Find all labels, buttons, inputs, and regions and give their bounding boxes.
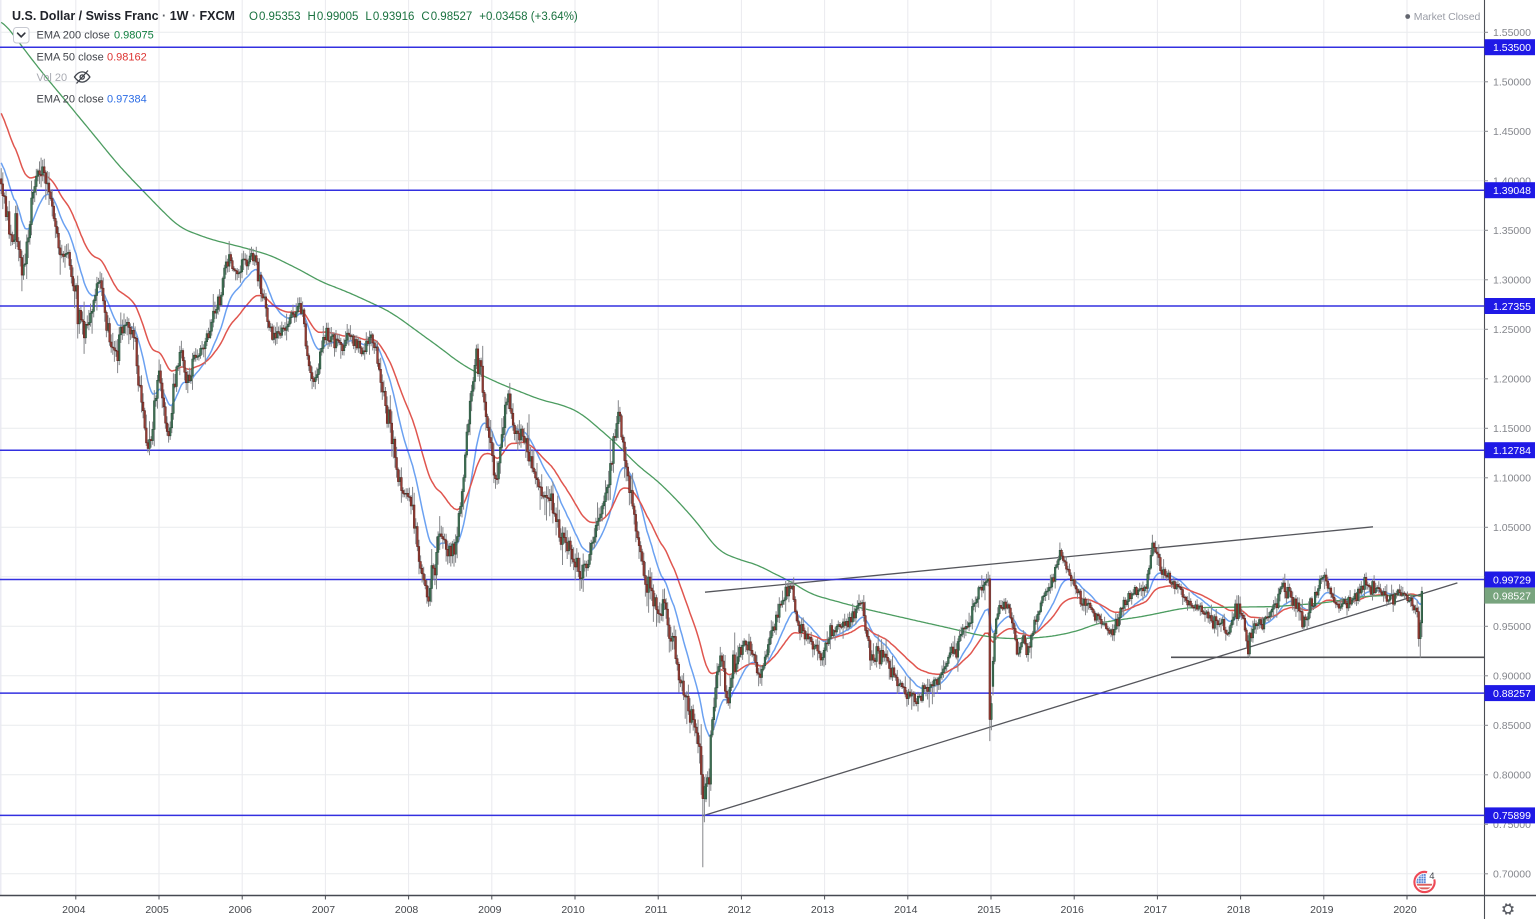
svg-text:2020: 2020 — [1393, 904, 1417, 916]
svg-text:Market Closed: Market Closed — [1414, 11, 1481, 23]
svg-text:0.75899: 0.75899 — [1493, 810, 1531, 822]
svg-text:2016: 2016 — [1061, 904, 1085, 916]
svg-text:1.25000: 1.25000 — [1493, 324, 1531, 336]
svg-text:4: 4 — [1429, 871, 1434, 882]
svg-text:1.55000: 1.55000 — [1493, 27, 1531, 39]
svg-text:1.53500: 1.53500 — [1493, 42, 1531, 54]
svg-text:0.98162: 0.98162 — [107, 51, 147, 63]
svg-text:0.85000: 0.85000 — [1493, 720, 1531, 732]
svg-text:1.30000: 1.30000 — [1493, 274, 1531, 286]
svg-text:1.15000: 1.15000 — [1493, 423, 1531, 435]
svg-text:0.95000: 0.95000 — [1493, 621, 1531, 633]
svg-text:EMA 200 close: EMA 200 close — [37, 29, 110, 41]
svg-text:EMA 20 close: EMA 20 close — [37, 93, 104, 105]
svg-text:2010: 2010 — [561, 904, 585, 916]
svg-text:1.45000: 1.45000 — [1493, 126, 1531, 138]
svg-text:2005: 2005 — [145, 904, 169, 916]
svg-text:0.88257: 0.88257 — [1493, 688, 1531, 700]
svg-text:Vol 20: Vol 20 — [37, 72, 68, 84]
svg-text:0.98075: 0.98075 — [114, 29, 154, 41]
svg-text:2019: 2019 — [1310, 904, 1334, 916]
svg-text:2012: 2012 — [728, 904, 752, 916]
svg-text:2009: 2009 — [478, 904, 502, 916]
svg-text:2017: 2017 — [1144, 904, 1168, 916]
svg-text:1.27355: 1.27355 — [1493, 301, 1531, 313]
svg-text:2013: 2013 — [811, 904, 835, 916]
svg-text:1.05000: 1.05000 — [1493, 522, 1531, 534]
svg-text:2014: 2014 — [894, 904, 918, 916]
svg-text:1.10000: 1.10000 — [1493, 472, 1531, 484]
svg-text:0.80000: 0.80000 — [1493, 769, 1531, 781]
svg-text:2011: 2011 — [645, 904, 668, 916]
svg-text:2018: 2018 — [1227, 904, 1251, 916]
svg-text:0.97384: 0.97384 — [107, 93, 147, 105]
svg-text:0.90000: 0.90000 — [1493, 670, 1531, 682]
svg-text:2007: 2007 — [312, 904, 336, 916]
svg-text:1.35000: 1.35000 — [1493, 225, 1531, 237]
svg-text:1.12784: 1.12784 — [1493, 445, 1531, 457]
svg-text:U.S. Dollar / Swiss Franc · 1W: U.S. Dollar / Swiss Franc · 1W · FXCM — [12, 9, 235, 23]
svg-text:1.39048: 1.39048 — [1493, 185, 1531, 197]
svg-text:2004: 2004 — [62, 904, 86, 916]
svg-text:0.70000: 0.70000 — [1493, 868, 1531, 880]
svg-text:1.20000: 1.20000 — [1493, 373, 1531, 385]
svg-text:2015: 2015 — [977, 904, 1001, 916]
svg-text:1.50000: 1.50000 — [1493, 76, 1531, 88]
svg-text:0.99729: 0.99729 — [1493, 574, 1531, 586]
svg-text:2008: 2008 — [395, 904, 419, 916]
svg-text:2006: 2006 — [229, 904, 253, 916]
svg-text:EMA 50 close: EMA 50 close — [37, 51, 104, 63]
svg-text:0.98527: 0.98527 — [1493, 590, 1531, 602]
